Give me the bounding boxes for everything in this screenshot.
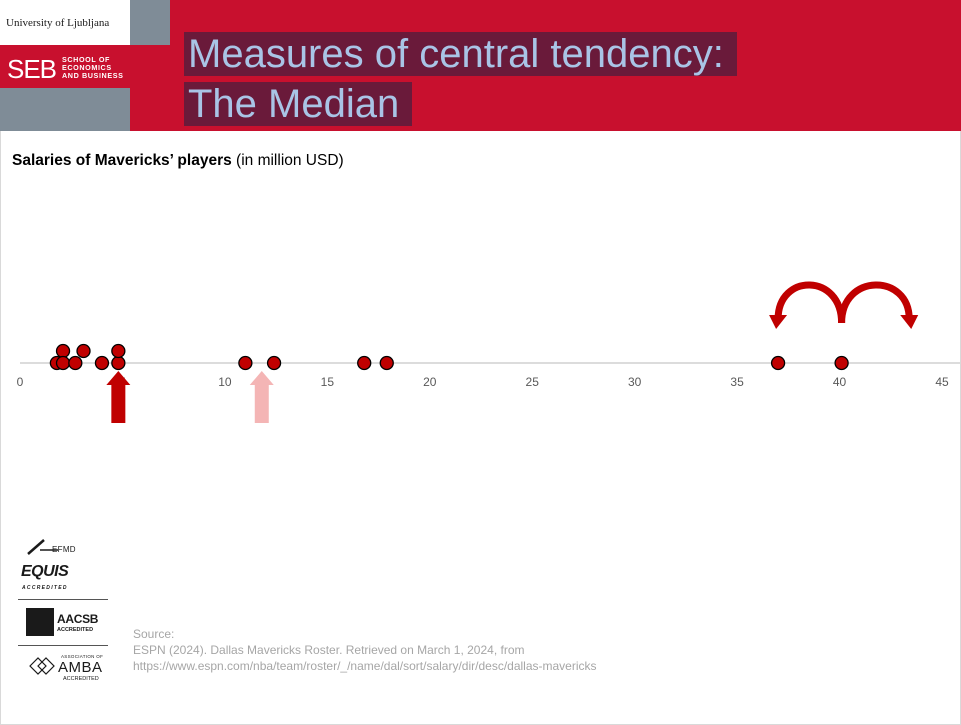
slide-title-line-1: Measures of central tendency: [184, 32, 737, 76]
logo-white-block [0, 0, 130, 45]
university-logo: University of Ljubljana SEB SCHOOL OF EC… [0, 0, 130, 131]
pale-arrow-icon [249, 371, 274, 423]
data-point [770, 355, 786, 371]
chart-subtitle-unit: (in million USD) [231, 152, 344, 169]
chart-subtitle-bold: Salaries of Mavericks’ players [12, 152, 232, 169]
salary-dot-plot: 051015202530354045 [17, 281, 960, 423]
amba-diamond-icon [29, 657, 55, 675]
aacsb-mark-icon [26, 608, 54, 636]
logo-grey-block [0, 88, 130, 131]
x-tick-label: 30 [628, 375, 642, 389]
equis-label: EQUIS [21, 563, 69, 580]
amba-association-label: ASSOCIATION OF [61, 654, 104, 659]
chart-subtitle: Salaries of Mavericks’ players (in milli… [12, 152, 344, 170]
seb-wordmark: SEB [7, 54, 57, 84]
aacsb-label: AACSB [57, 612, 99, 626]
data-point [111, 343, 126, 359]
x-tick-label: 20 [423, 375, 437, 389]
x-tick-label: 45 [935, 375, 949, 389]
logo-divider [18, 599, 108, 600]
amba-label: AMBA [58, 659, 103, 676]
school-name: SCHOOL OF ECONOMICS AND BUSINESS [62, 56, 124, 79]
school-line-2: ECONOMICS [62, 62, 112, 72]
aacsb-accredited-label: ACCREDITED [57, 627, 94, 633]
x-tick-label: 0 [17, 375, 24, 389]
source-note: Source: ESPN (2024). Dallas Mavericks Ro… [133, 626, 597, 674]
data-point [55, 355, 71, 371]
x-tick-label: 40 [833, 375, 847, 389]
curved-arrow-icon [838, 281, 913, 324]
header-grey-block [130, 0, 170, 45]
data-point [834, 355, 849, 371]
efmd-label: EFMD [52, 545, 76, 554]
logo-divider [18, 645, 108, 646]
data-point [266, 355, 282, 371]
equis-accredited-label: ACCREDITED [22, 585, 68, 591]
x-tick-label: 15 [321, 375, 335, 389]
data-point [357, 355, 372, 371]
x-tick-label: 25 [526, 375, 540, 389]
equis-swoosh-icon [27, 539, 58, 555]
curved-arrowhead-icon [769, 315, 788, 329]
slide-title-line-2: The Median [184, 82, 413, 126]
data-point [76, 343, 91, 359]
data-point [94, 355, 110, 371]
school-line-1: SCHOOL OF [62, 55, 110, 64]
source-citation: ESPN (2024). Dallas Mavericks Roster. Re… [133, 643, 525, 657]
data-point [68, 355, 83, 371]
amba-accredited-label: ACCREDITED [63, 676, 99, 682]
curved-arrow-icon [774, 281, 846, 324]
median-arrow-icon [106, 371, 131, 423]
data-point [379, 355, 394, 371]
data-point [55, 343, 71, 359]
curved-arrowhead-icon [900, 315, 919, 329]
x-tick-label: 35 [730, 375, 744, 389]
data-point [238, 355, 253, 371]
school-line-3: AND BUSINESS [62, 70, 124, 80]
source-label: Source: [133, 627, 175, 641]
source-url[interactable]: https://www.espn.com/nba/team/roster/_/n… [133, 659, 597, 673]
data-point [111, 355, 126, 371]
x-tick-label: 10 [218, 375, 232, 389]
university-name: University of Ljubljana [6, 17, 110, 29]
